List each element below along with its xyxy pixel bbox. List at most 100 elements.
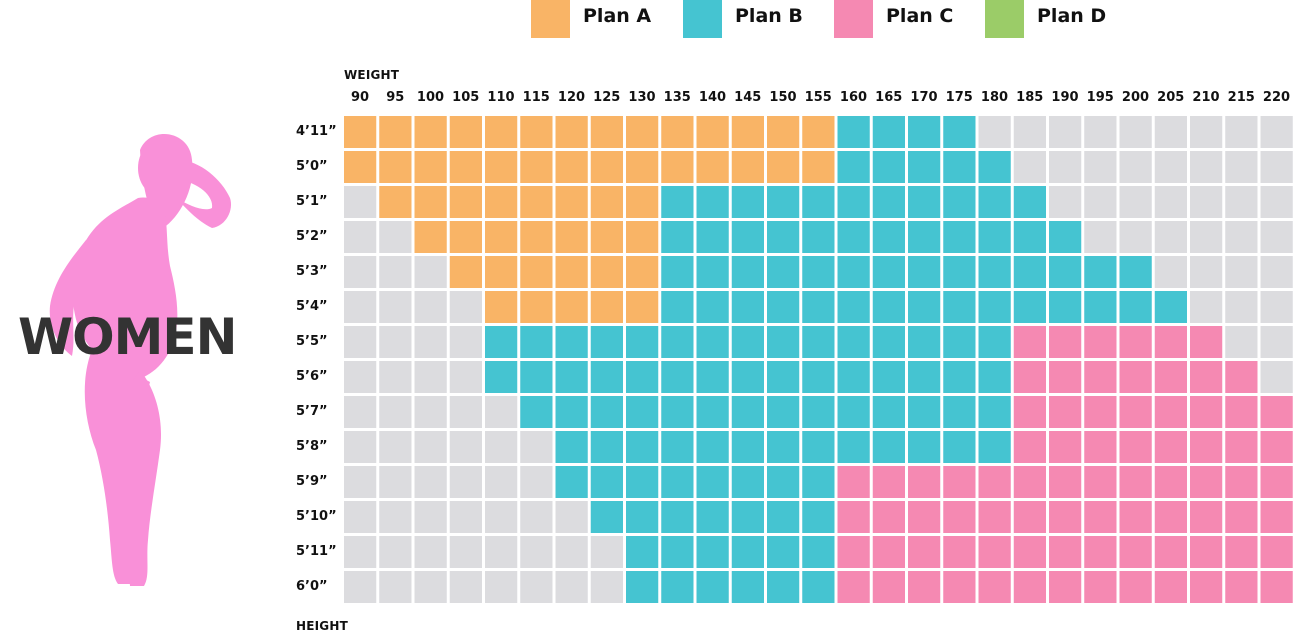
grid-cell-11-6 [555, 501, 588, 533]
grid-cell-1-20 [1049, 151, 1082, 183]
y-tick-6: 5’5” [296, 334, 328, 349]
grid-cell-13-20 [1049, 571, 1082, 603]
grid-cell-13-5 [520, 571, 553, 603]
y-tick-12: 5’11” [296, 544, 337, 559]
grid-cell-10-2 [414, 466, 447, 498]
grid-cell-0-25 [1225, 116, 1258, 148]
grid-cell-1-2 [414, 151, 447, 183]
grid-cell-0-9 [661, 116, 694, 148]
grid-cell-12-2 [414, 536, 447, 568]
x-tick-115: 115 [522, 90, 550, 105]
grid-cell-10-7 [590, 466, 623, 498]
y-tick-7: 5’6” [296, 369, 328, 384]
grid-cell-4-22 [1119, 256, 1152, 288]
grid-cell-6-2 [414, 326, 447, 358]
grid-cell-1-21 [1084, 151, 1117, 183]
grid-cell-3-26 [1260, 221, 1293, 253]
grid-cell-12-21 [1084, 536, 1117, 568]
grid-cell-1-18 [978, 151, 1011, 183]
grid-cell-7-9 [661, 361, 694, 393]
grid-cell-1-6 [555, 151, 588, 183]
grid-cell-12-16 [908, 536, 941, 568]
grid-cell-0-17 [943, 116, 976, 148]
grid-cell-0-13 [802, 116, 835, 148]
grid-cell-6-22 [1119, 326, 1152, 358]
grid-cell-3-7 [590, 221, 623, 253]
grid-cell-0-1 [379, 116, 412, 148]
grid-cell-2-3 [449, 186, 482, 218]
grid-cell-8-22 [1119, 396, 1152, 428]
grid-cell-4-6 [555, 256, 588, 288]
grid-cell-5-1 [379, 291, 412, 323]
grid-cell-8-7 [590, 396, 623, 428]
grid-cell-13-10 [696, 571, 729, 603]
grid-cell-4-10 [696, 256, 729, 288]
grid-cell-9-23 [1154, 431, 1187, 463]
grid-cell-1-5 [520, 151, 553, 183]
brand-label: WOMEN [18, 308, 237, 366]
woman-silhouette-icon [49, 133, 232, 586]
grid-cell-12-7 [590, 536, 623, 568]
x-axis-title: WEIGHT [344, 68, 400, 82]
grid-cell-0-7 [590, 116, 623, 148]
grid-cell-13-24 [1190, 571, 1223, 603]
grid-cell-0-18 [978, 116, 1011, 148]
grid-cell-3-9 [661, 221, 694, 253]
grid-cell-5-9 [661, 291, 694, 323]
grid-cell-10-12 [767, 466, 800, 498]
grid-cell-2-13 [802, 186, 835, 218]
grid-cell-7-18 [978, 361, 1011, 393]
grid-cell-13-4 [485, 571, 518, 603]
grid-cell-10-14 [837, 466, 870, 498]
grid-cell-2-21 [1084, 186, 1117, 218]
grid-cell-10-13 [802, 466, 835, 498]
grid-cell-1-22 [1119, 151, 1152, 183]
grid-cell-11-9 [661, 501, 694, 533]
x-tick-180: 180 [980, 90, 1009, 105]
grid-cell-0-11 [731, 116, 764, 148]
grid-cell-4-1 [379, 256, 412, 288]
grid-cell-2-15 [872, 186, 905, 218]
grid-cell-13-8 [626, 571, 659, 603]
grid-cell-0-16 [908, 116, 941, 148]
grid-cell-7-8 [626, 361, 659, 393]
x-tick-155: 155 [804, 90, 832, 105]
grid-cell-5-22 [1119, 291, 1152, 323]
grid-cell-7-13 [802, 361, 835, 393]
grid-cell-2-6 [555, 186, 588, 218]
grid-cell-5-21 [1084, 291, 1117, 323]
grid-cell-2-2 [414, 186, 447, 218]
grid-cell-5-15 [872, 291, 905, 323]
grid-cell-8-2 [414, 396, 447, 428]
grid-cell-6-26 [1260, 326, 1293, 358]
grid-cell-13-21 [1084, 571, 1117, 603]
grid-cell-6-18 [978, 326, 1011, 358]
grid-cell-5-23 [1154, 291, 1187, 323]
x-tick-130: 130 [628, 90, 656, 105]
grid-cell-10-1 [379, 466, 412, 498]
x-tick-140: 140 [698, 90, 727, 105]
grid-cell-2-25 [1225, 186, 1258, 218]
grid-cell-13-13 [802, 571, 835, 603]
grid-cell-3-19 [1013, 221, 1046, 253]
grid-cell-9-20 [1049, 431, 1082, 463]
grid-cell-11-3 [449, 501, 482, 533]
grid-cell-7-1 [379, 361, 412, 393]
grid-cell-10-17 [943, 466, 976, 498]
grid-cell-12-22 [1119, 536, 1152, 568]
grid-cell-8-20 [1049, 396, 1082, 428]
grid-cell-7-14 [837, 361, 870, 393]
grid-cell-5-7 [590, 291, 623, 323]
grid-cell-9-5 [520, 431, 553, 463]
x-tick-145: 145 [734, 90, 762, 105]
grid-cell-11-7 [590, 501, 623, 533]
grid-cell-7-23 [1154, 361, 1187, 393]
grid-cell-12-12 [767, 536, 800, 568]
grid-cell-13-1 [379, 571, 412, 603]
grid-cell-11-4 [485, 501, 518, 533]
grid-cell-3-25 [1225, 221, 1258, 253]
x-tick-210: 210 [1192, 90, 1220, 105]
grid-cell-5-0 [344, 291, 377, 323]
grid-cell-4-14 [837, 256, 870, 288]
grid-cell-11-25 [1225, 501, 1258, 533]
